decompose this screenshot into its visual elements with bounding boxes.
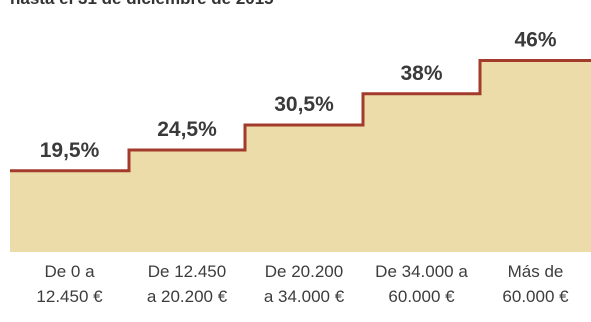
category-label-5-line-1: Más de [508, 262, 564, 281]
category-label-2-line-1: De 12.450 [148, 262, 226, 281]
category-label-3-line-1: De 20.200 [265, 262, 343, 281]
step-line [10, 58, 591, 173]
rate-band-4 [363, 94, 480, 252]
rate-band-5 [480, 60, 591, 252]
rate-band-2 [129, 150, 245, 252]
plot-area [10, 58, 591, 252]
step-area-fill [10, 60, 591, 252]
category-label-4-line-1: De 34.000 a [375, 262, 468, 281]
value-labels: 19,5% 24,5% 30,5% 38% 46% [40, 28, 557, 161]
value-label-3: 30,5% [274, 93, 334, 116]
category-labels: De 0 a 12.450 € De 12.450 a 20.200 € De 20.2… [36, 262, 569, 306]
value-label-4: 38% [400, 62, 442, 85]
category-label-4-line-2: 60.000 € [388, 287, 455, 306]
category-label-1-line-2: 12.450 € [36, 287, 103, 306]
value-label-1: 19,5% [40, 139, 100, 162]
rate-band-3 [245, 125, 363, 252]
category-label-1-line-1: De 0 a [44, 262, 95, 281]
category-label-5-line-2: 60.000 € [502, 287, 569, 306]
value-label-2: 24,5% [157, 118, 217, 141]
header-note: hasta el 31 de diciembre de 2015 [10, 0, 274, 8]
value-label-5: 46% [514, 28, 556, 51]
category-label-2-line-2: a 20.200 € [147, 287, 228, 306]
category-label-3-line-2: a 34.000 € [264, 287, 345, 306]
rate-band-1 [10, 171, 129, 252]
